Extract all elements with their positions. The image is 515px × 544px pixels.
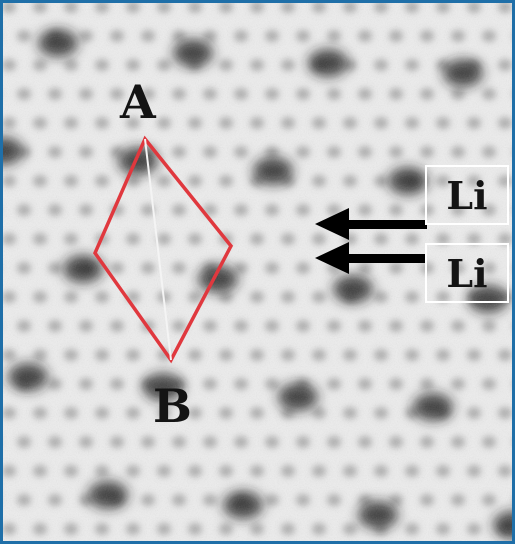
li-label-upper: Li <box>446 172 488 218</box>
li-label-box-upper: Li <box>425 165 509 225</box>
li-label-lower: Li <box>446 250 488 296</box>
noise-texture <box>3 3 512 541</box>
point-b-label: B <box>153 379 192 433</box>
li-arrow-lower <box>315 242 427 274</box>
lattice-micrograph <box>3 3 512 541</box>
li-arrow-upper <box>315 208 427 240</box>
rhombus-diagonal <box>144 138 172 361</box>
li-label-box-lower: Li <box>425 243 509 303</box>
point-a-label: A <box>120 75 156 129</box>
